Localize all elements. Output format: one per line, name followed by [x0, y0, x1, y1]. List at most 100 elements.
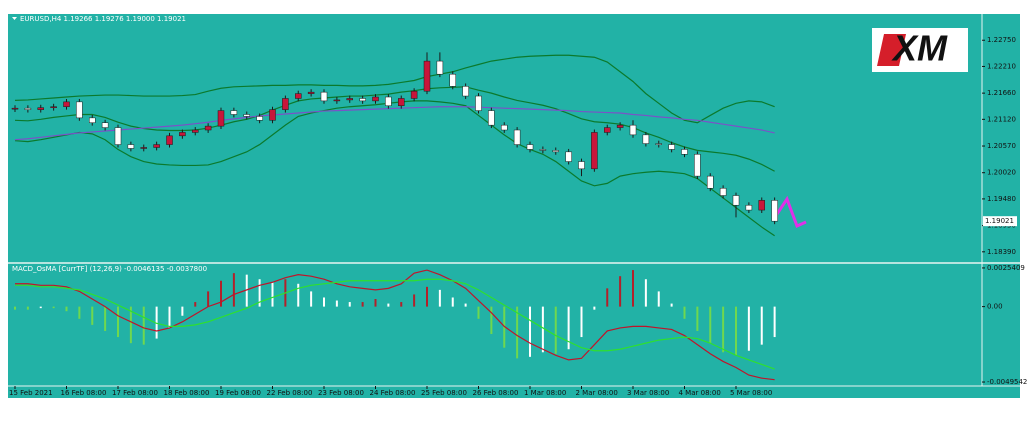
current-price-label: 1.19021 — [985, 217, 1014, 225]
candle-body — [475, 95, 482, 111]
y-tick-label: 1.19480 — [987, 195, 1016, 203]
candle-body — [758, 200, 765, 211]
histogram-bar — [91, 306, 94, 325]
candle-body — [114, 127, 122, 145]
candle-body — [217, 110, 225, 127]
histogram-bar — [232, 273, 235, 307]
candle-body — [526, 144, 534, 150]
histogram-bar — [129, 306, 132, 344]
y-tick-label: 1.21660 — [987, 89, 1016, 97]
histogram-bar — [567, 306, 570, 350]
histogram-bar — [593, 306, 596, 310]
histogram-bar — [78, 306, 81, 319]
x-tick-label: 26 Feb 08:00 — [473, 389, 519, 397]
candle-body — [11, 107, 19, 110]
candle-body — [295, 93, 302, 99]
histogram-bar — [168, 306, 171, 328]
candle-body — [127, 144, 135, 149]
collapse-icon — [12, 17, 17, 20]
candle-body — [333, 99, 341, 102]
logo-mark — [877, 34, 906, 66]
chart-title: EURUSD,H4 1.19266 1.19276 1.19000 1.1902… — [20, 15, 186, 23]
y-tick-label: 1.20020 — [987, 169, 1016, 177]
histogram-bar — [245, 274, 248, 307]
x-tick-label: 24 Feb 08:00 — [370, 389, 416, 397]
x-tick-label: 1 Mar 08:00 — [524, 389, 566, 397]
x-tick-label: 15 Feb 2021 — [9, 389, 53, 397]
histogram-bar — [65, 306, 68, 312]
histogram-bar — [438, 289, 441, 307]
logo-text: XM — [891, 28, 948, 69]
indicator-title: MACD_OsMA [CurrTF] (12,26,9) -0.0046135 … — [12, 265, 207, 273]
histogram-bar — [348, 302, 351, 307]
candle-body — [565, 151, 572, 162]
candle-body — [359, 98, 366, 102]
candle-body — [256, 116, 263, 121]
histogram-bar — [117, 306, 119, 338]
y-tick-label: 1.20570 — [987, 142, 1016, 150]
histogram-bar — [39, 306, 42, 309]
histogram-bar — [194, 302, 197, 307]
histogram-bar — [451, 297, 454, 307]
candle-body — [745, 204, 753, 211]
candle-body — [76, 101, 83, 119]
histogram-bar — [554, 306, 557, 354]
histogram-bar — [657, 291, 660, 307]
x-tick-label: 5 Mar 08:00 — [730, 389, 772, 397]
histogram-bar — [258, 279, 261, 307]
histogram-bar — [400, 302, 403, 307]
x-tick-label: 19 Feb 08:00 — [215, 389, 261, 397]
histogram-bar — [335, 300, 338, 307]
x-tick-label: 17 Feb 08:00 — [112, 389, 158, 397]
histogram-bar — [142, 306, 145, 345]
candle-body — [616, 124, 624, 128]
histogram-bar — [696, 306, 699, 331]
candle-body — [655, 143, 662, 145]
candle-body — [732, 195, 740, 206]
histogram-bar — [52, 306, 55, 309]
histogram-bar — [297, 283, 300, 307]
histogram-bar — [670, 303, 673, 307]
candle-body — [398, 98, 405, 106]
logo: XM — [872, 28, 968, 72]
histogram-bar — [606, 288, 609, 307]
histogram-bar — [426, 286, 428, 307]
candle-body — [591, 132, 598, 170]
x-tick-label: 3 Mar 08:00 — [627, 389, 669, 397]
candle-body — [410, 90, 418, 99]
candle-body — [501, 124, 508, 131]
histogram-bar — [477, 306, 480, 319]
x-tick-label: 23 Feb 08:00 — [318, 389, 364, 397]
indicator-line — [15, 278, 775, 370]
y-tick-label: 1.21120 — [987, 115, 1016, 123]
candle-body — [24, 107, 32, 110]
histogram-bar — [104, 306, 107, 331]
candle-body — [140, 147, 147, 149]
x-tick-label: 18 Feb 08:00 — [164, 389, 210, 397]
histogram-bar — [516, 306, 519, 359]
histogram-bar — [387, 303, 390, 307]
candle-body — [539, 149, 547, 151]
histogram-bar — [683, 306, 686, 319]
candle-body — [153, 144, 160, 148]
x-tick-label: 16 Feb 08:00 — [61, 389, 107, 397]
histogram-bar — [310, 291, 313, 307]
candle-body — [385, 96, 392, 106]
indicator-line — [14, 106, 775, 141]
candle-body — [552, 150, 559, 153]
drawn-arrow — [775, 195, 807, 229]
candle-body — [719, 187, 727, 196]
x-tick-label: 22 Feb 08:00 — [267, 389, 313, 397]
histogram-bar — [26, 306, 29, 310]
histogram-bar — [735, 306, 737, 356]
indicator-line — [14, 100, 775, 237]
chart-background — [8, 14, 1020, 398]
candle-body — [668, 144, 675, 150]
histogram-bar — [619, 276, 622, 307]
histogram-bar — [413, 294, 416, 307]
histogram-bar — [207, 291, 210, 307]
histogram-bar — [464, 303, 467, 307]
candle-body — [166, 135, 173, 145]
current-price-box — [983, 216, 1017, 227]
